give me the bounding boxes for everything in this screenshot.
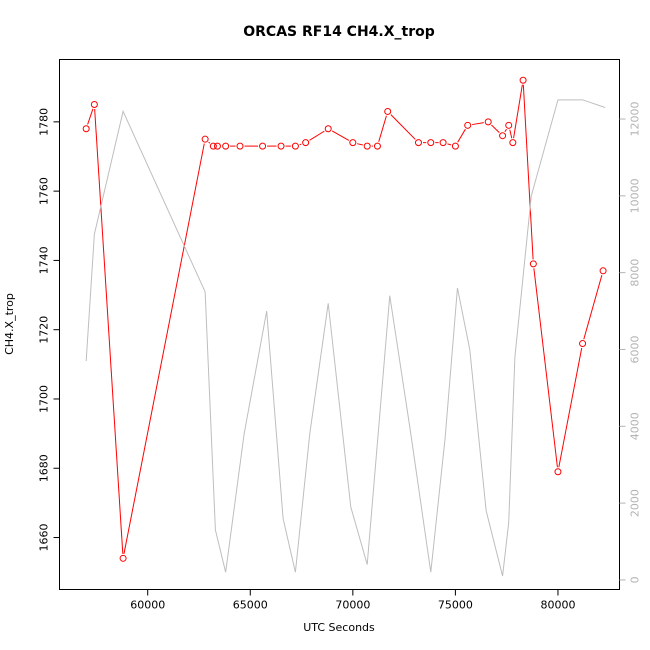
y2-tick-label: 12000: [629, 102, 642, 137]
y-tick-label: 1780: [38, 108, 51, 136]
series-0-segment: [299, 143, 302, 146]
x-tick-label: 60000: [130, 599, 165, 612]
y-tick-label: 1660: [38, 524, 51, 552]
series-0-point: [427, 139, 435, 147]
series-0-point: [363, 142, 371, 150]
series-0-segment: [94, 108, 124, 554]
series-0-point: [201, 135, 209, 143]
series-0-segment: [123, 143, 205, 555]
series-0-point: [439, 139, 447, 147]
y-tick-label: 1680: [38, 454, 51, 482]
x-axis-label: UTC Seconds: [303, 621, 375, 634]
series-0-point: [464, 121, 472, 129]
x-tick-label: 75000: [438, 599, 473, 612]
series-0-point: [222, 142, 230, 150]
series-0-point: [529, 260, 537, 268]
plot-frame: [59, 59, 620, 590]
series-1-line: [85, 99, 606, 577]
y-tick-label: 1740: [38, 246, 51, 274]
series-0-point: [209, 142, 217, 150]
series-0-segment: [447, 143, 452, 146]
series-0-point: [302, 139, 310, 147]
y-tick-label: 1700: [38, 385, 51, 413]
series-0-segment: [522, 84, 534, 260]
series-0-segment: [583, 275, 603, 340]
series-0-point: [414, 139, 422, 147]
y2-tick-label: 8000: [629, 259, 642, 287]
series-0-point: [291, 142, 299, 150]
series-0-point: [554, 468, 562, 476]
series-0-point: [236, 142, 244, 150]
y-tick-label: 1760: [38, 177, 51, 205]
series-0-segment: [390, 114, 416, 140]
series-0-point: [324, 125, 332, 133]
y2-tick-label: 6000: [629, 335, 642, 363]
series-0-point: [484, 118, 492, 126]
series-0-point: [349, 139, 357, 147]
y2-tick-label: 4000: [629, 412, 642, 440]
x-tick-label: 65000: [233, 599, 268, 612]
series-0-point: [259, 142, 267, 150]
series-0-point: [579, 340, 587, 348]
y-axis-label: CH4.X_trop: [3, 293, 16, 355]
series-0-segment: [357, 143, 363, 146]
series-0-point: [373, 142, 381, 150]
series-0-point: [82, 125, 90, 133]
series-0-point: [509, 139, 517, 147]
series-0-segment: [533, 268, 558, 468]
y-tick-label: 1720: [38, 316, 51, 344]
series-0-point: [499, 132, 507, 140]
series-0-point: [599, 267, 607, 275]
series-0-segment: [378, 115, 387, 142]
series-0-point: [213, 142, 221, 150]
series-0-point: [451, 142, 459, 150]
y2-tick-label: 0: [629, 576, 642, 583]
series-0-point: [519, 76, 527, 84]
series-0-segment: [504, 128, 507, 133]
series-0-segment: [509, 129, 513, 139]
y2-tick-label: 2000: [629, 489, 642, 517]
series-0-segment: [472, 122, 484, 126]
x-tick-label: 80000: [540, 599, 575, 612]
series-0-point: [277, 142, 285, 150]
chart-title: ORCAS RF14 CH4.X_trop: [243, 24, 435, 40]
series-0-segment: [309, 130, 325, 141]
series-0-segment: [491, 124, 500, 133]
series-0-segment: [513, 84, 523, 139]
series-0-segment: [331, 130, 350, 141]
series-0-segment: [457, 128, 466, 143]
series-0-segment: [87, 108, 94, 125]
series-0-point: [384, 107, 392, 115]
series-0-segment: [558, 347, 583, 468]
series-0-point: [90, 101, 98, 109]
series-0-point: [505, 121, 513, 129]
series-0-segment: [208, 141, 211, 144]
series-0-point: [119, 554, 127, 562]
y2-tick-label: 10000: [629, 178, 642, 213]
x-tick-label: 70000: [335, 599, 370, 612]
